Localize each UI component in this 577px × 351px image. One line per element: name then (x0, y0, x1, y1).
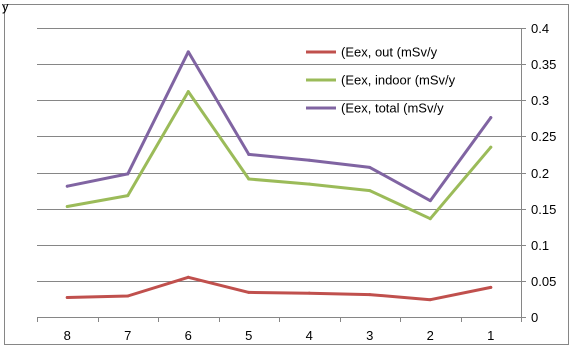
data-point (428, 217, 432, 221)
data-point (126, 172, 130, 176)
x-tick-label: 1 (487, 328, 494, 343)
y-tick-label: 0.35 (531, 57, 556, 72)
y-tick-label: 0.15 (531, 202, 556, 217)
series-line (65, 90, 493, 221)
x-tick-label: 2 (427, 328, 434, 343)
data-point (186, 275, 190, 279)
series-lines (65, 50, 493, 302)
y-tick-label: 0.1 (531, 238, 549, 253)
data-point (186, 90, 190, 94)
x-axis-tick-labels: 8 7 6 5 4 3 2 1 (64, 328, 495, 343)
data-point (307, 182, 311, 186)
data-point (307, 158, 311, 162)
gridlines (37, 28, 521, 282)
stray-text: y (2, 0, 9, 14)
x-tick-label: 8 (64, 328, 71, 343)
data-point (428, 298, 432, 302)
series-line (65, 275, 493, 302)
y-axis-tick-labels: 0 0.05 0.1 0.15 0.2 0.25 0.3 0.35 0.4 (531, 21, 556, 325)
x-tick-label: 4 (306, 328, 313, 343)
y-tick-label: 0.4 (531, 21, 549, 36)
y-tick-label: 0.2 (531, 166, 549, 181)
x-tick-label: 3 (366, 328, 373, 343)
legend-label: (Eex, indoor (mSv/y (341, 73, 456, 88)
x-tick-label: 5 (245, 328, 252, 343)
data-point (307, 291, 311, 295)
data-point (65, 204, 69, 208)
data-point (489, 116, 493, 120)
data-point (247, 290, 251, 294)
legend: (Eex, out (mSv/y (Eex, indoor (mSv/y (Eex,… (306, 45, 456, 116)
y-tick-label: 0.05 (531, 274, 556, 289)
data-point (65, 184, 69, 188)
data-point (186, 50, 190, 54)
data-point (126, 194, 130, 198)
legend-label: (Eex, total (mSv/y (341, 101, 444, 116)
data-point (428, 199, 432, 203)
data-point (247, 177, 251, 181)
data-point (489, 285, 493, 289)
axes (37, 28, 526, 322)
x-tick-label: 6 (185, 328, 192, 343)
y-tick-label: 0.25 (531, 129, 556, 144)
x-tick-label: 7 (124, 328, 131, 343)
y-tick-label: 0.3 (531, 93, 549, 108)
data-point (368, 189, 372, 193)
legend-label: (Eex, out (mSv/y (341, 45, 438, 60)
data-point (368, 293, 372, 297)
data-point (368, 165, 372, 169)
data-point (489, 145, 493, 149)
series-line (65, 50, 493, 203)
chart-border (4, 4, 569, 345)
data-point (65, 295, 69, 299)
data-point (247, 152, 251, 156)
y-tick-label: 0 (531, 310, 538, 325)
data-point (126, 294, 130, 298)
